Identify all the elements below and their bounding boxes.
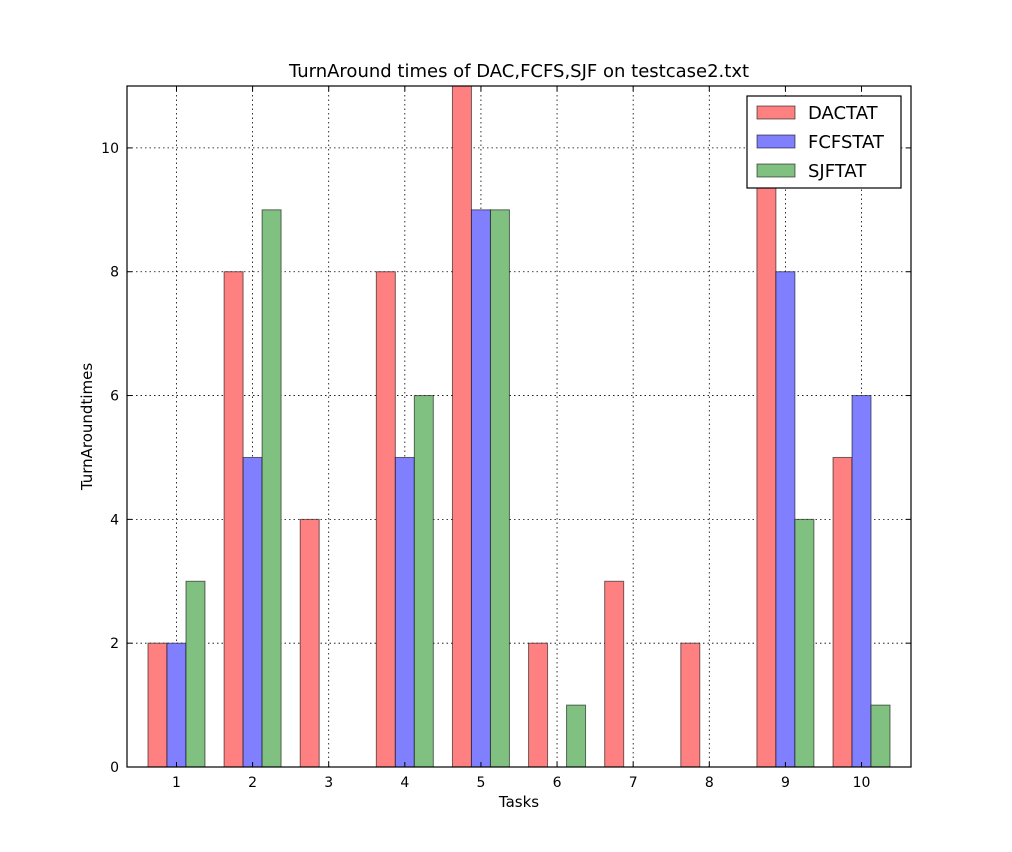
x-tick-label: 9	[781, 775, 790, 791]
legend-swatch-sjftat	[756, 163, 796, 178]
bar-dactat-4	[375, 271, 396, 768]
bar-dactat-5	[451, 85, 472, 768]
bar-sjftat-2	[261, 209, 282, 768]
y-tick-label: 4	[110, 512, 119, 528]
bar-sjftat-10	[870, 704, 891, 768]
y-tick-label: 8	[110, 265, 119, 281]
x-tick-label: 7	[629, 775, 638, 791]
x-tick-label: 5	[476, 775, 485, 791]
chart-title: TurnAround times of DAC,FCFS,SJF on test…	[288, 61, 749, 82]
plot-frame	[126, 85, 912, 768]
bar-fcfstat-10	[851, 395, 872, 768]
bar-fcfstat-5	[470, 209, 491, 768]
bar-sjftat-5	[489, 209, 510, 768]
x-tick-label: 8	[705, 775, 714, 791]
legend-swatch-fcfstat	[756, 134, 796, 149]
legend-label-sjftat: SJFTAT	[808, 161, 867, 182]
bar-dactat-1	[147, 642, 168, 768]
bar-fcfstat-2	[242, 456, 263, 768]
bar-dactat-6	[528, 642, 549, 768]
bar-dactat-10	[832, 456, 853, 768]
bar-sjftat-9	[794, 518, 815, 768]
x-tick-label: 6	[553, 775, 562, 791]
legend-label-dactat: DACTAT	[808, 103, 879, 124]
bar-fcfstat-4	[394, 456, 415, 768]
y-axis-label: TurnAroundtimes	[78, 363, 96, 492]
y-tick-label: 2	[110, 636, 119, 652]
legend: DACTAT FCFSTAT SJFTAT	[746, 95, 902, 189]
bar-dactat-9	[756, 178, 777, 768]
bar-dactat-8	[680, 642, 701, 768]
y-tick-label: 10	[101, 141, 119, 157]
legend-label-fcfstat: FCFSTAT	[808, 132, 885, 153]
y-tick-label: 0	[110, 760, 119, 776]
bar-fcfstat-9	[775, 271, 796, 768]
bar-sjftat-4	[413, 395, 434, 768]
bars	[147, 85, 891, 768]
bar-sjftat-6	[566, 704, 587, 768]
x-tick-label: 3	[324, 775, 333, 791]
bar-dactat-2	[223, 271, 244, 768]
axis-ticks: 1 2 3 4 5 6 7 8 9 10 0 2 4 6 8 10	[101, 86, 911, 791]
x-tick-label: 10	[853, 775, 871, 791]
bar-dactat-7	[604, 580, 625, 768]
bar-sjftat-1	[185, 580, 206, 768]
x-tick-label: 2	[248, 775, 257, 791]
x-tick-label: 4	[400, 775, 409, 791]
x-axis-label: Tasks	[498, 793, 539, 811]
legend-swatch-dactat	[756, 105, 796, 120]
x-tick-label: 1	[172, 775, 181, 791]
bar-fcfstat-1	[166, 642, 187, 768]
y-tick-label: 6	[110, 389, 119, 405]
bar-dactat-3	[299, 518, 320, 768]
